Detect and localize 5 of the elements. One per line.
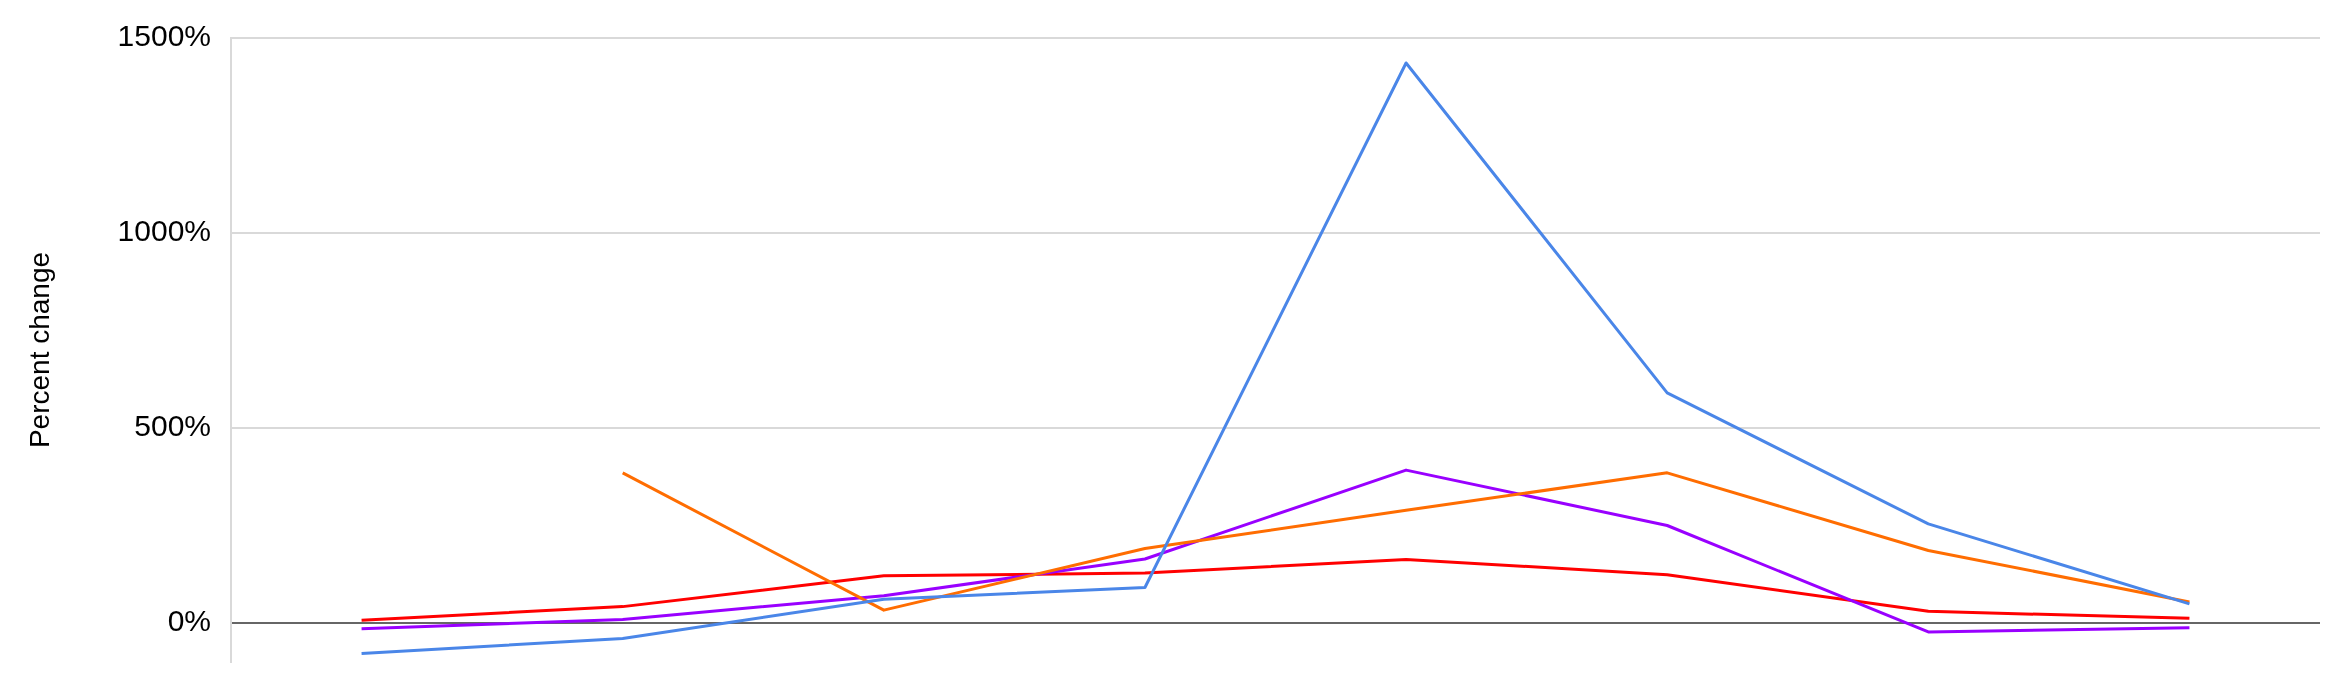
y-tick-label: 1500% — [117, 19, 212, 53]
y-axis-title: Percent change — [23, 251, 55, 449]
y-tick-label: 1000% — [117, 214, 212, 248]
y-tick-label: 500% — [134, 409, 212, 443]
y-tick-label: 0% — [167, 604, 212, 638]
